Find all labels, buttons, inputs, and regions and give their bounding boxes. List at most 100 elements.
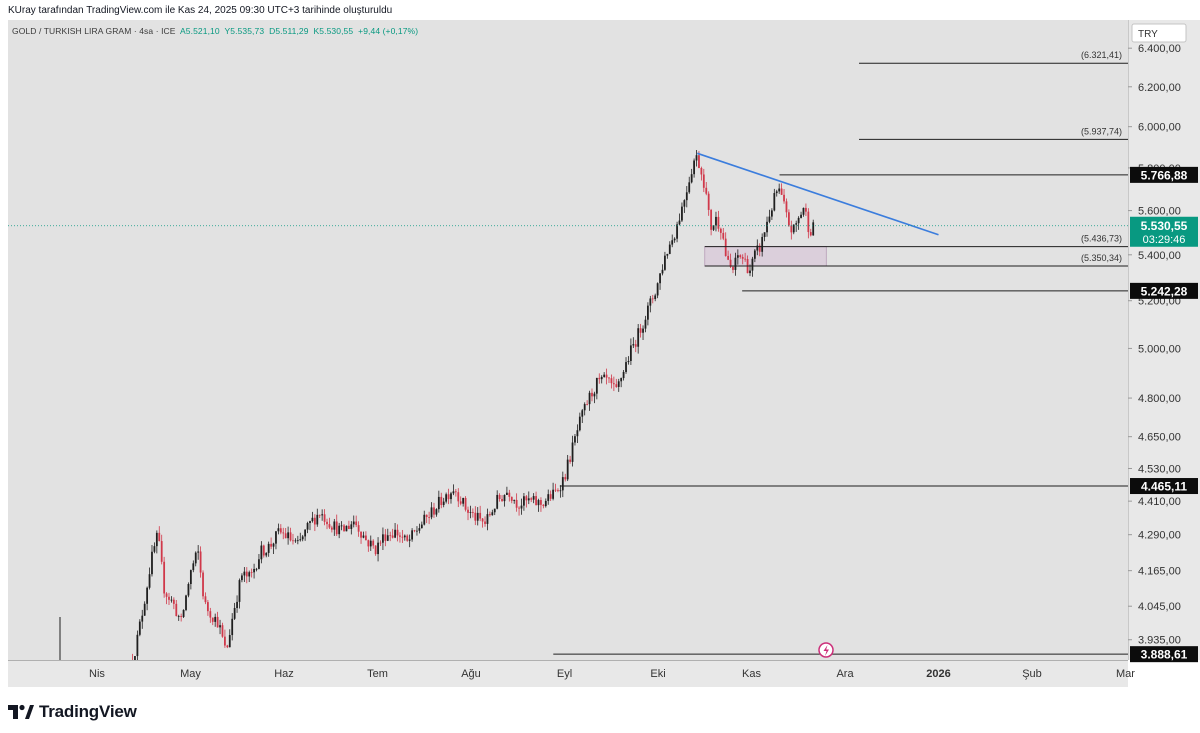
candle-body <box>790 225 793 233</box>
candle-body <box>503 494 506 502</box>
candle-body <box>506 492 508 495</box>
candle-body <box>712 225 715 230</box>
candle-body <box>277 528 280 532</box>
candle-body <box>788 212 790 226</box>
candle-body <box>578 416 581 431</box>
candle-body <box>552 489 554 499</box>
time-axis[interactable] <box>8 660 1128 687</box>
candle-body <box>683 200 686 207</box>
candle-body <box>284 533 287 539</box>
level-badge-label: 3.888,61 <box>1141 648 1188 662</box>
candle-body <box>625 362 627 372</box>
candle-body <box>433 507 435 515</box>
candle-body <box>462 497 465 504</box>
candle-body <box>581 410 584 417</box>
candle-body <box>566 459 569 480</box>
y-tick-label: 4.800,00 <box>1138 393 1181 405</box>
level-badge-bg <box>1130 282 1198 299</box>
candle-body <box>328 524 331 528</box>
candle-body <box>134 656 136 660</box>
candle-body <box>530 498 533 500</box>
candle-body <box>192 563 195 571</box>
legend-open: A5.521,10 <box>180 26 220 36</box>
candle-body <box>773 193 776 211</box>
candle-body <box>724 238 727 256</box>
candle-body <box>279 528 282 533</box>
candle-body <box>211 617 214 622</box>
legend-close: K5.530,55 <box>313 26 354 36</box>
candle-body <box>224 636 226 646</box>
candle-body <box>501 498 503 502</box>
footer-brand: TradingView <box>8 702 137 722</box>
candle-body <box>311 517 314 522</box>
y-tick-label: 4.530,00 <box>1138 463 1181 475</box>
level-badge-label: 5.242,28 <box>1141 284 1188 298</box>
candle-body <box>260 545 263 560</box>
candle-body <box>795 223 798 225</box>
candle-body <box>700 167 703 175</box>
level-badge-label: 4.465,11 <box>1141 480 1187 494</box>
x-tick-label: 2026 <box>926 668 950 680</box>
candle-body <box>751 258 754 271</box>
candle-body <box>532 496 535 500</box>
candle-body <box>518 507 520 509</box>
y-tick-label: 4.650,00 <box>1138 432 1181 444</box>
candles-group <box>132 149 815 660</box>
candle-body <box>739 255 742 258</box>
level-label: (6.321,41) <box>1081 50 1122 60</box>
candle-body <box>586 404 589 405</box>
x-tick-label: Eki <box>650 668 665 680</box>
legend-low: D5.511,29 <box>269 26 309 36</box>
price-axis[interactable] <box>1128 20 1200 660</box>
candle-body <box>651 298 654 300</box>
candle-body <box>379 542 382 544</box>
candle-body <box>182 609 185 617</box>
candle-body <box>138 621 141 635</box>
candle-body <box>355 521 358 526</box>
x-tick-label: Haz <box>274 668 294 680</box>
descending-trendline <box>697 152 939 236</box>
candle-body <box>360 531 362 538</box>
candle-body <box>384 534 387 541</box>
candle-body <box>296 540 299 542</box>
candle-body <box>756 245 759 251</box>
x-tick-label: Şub <box>1022 668 1042 680</box>
candle-body <box>491 512 494 516</box>
candle-body <box>678 220 681 225</box>
candle-body <box>549 494 552 499</box>
candle-body <box>593 393 596 397</box>
candle-body <box>481 518 484 522</box>
candle-body <box>681 206 683 221</box>
candle-body <box>571 442 574 462</box>
candle-body <box>659 273 661 284</box>
chart-plot-area[interactable] <box>8 20 1128 660</box>
candle-body <box>362 535 365 538</box>
candle-body <box>693 160 695 175</box>
candle-body <box>335 521 338 535</box>
x-tick-label: Ağu <box>461 668 481 680</box>
candle-body <box>231 618 234 636</box>
level-badge-label: 5.766,88 <box>1141 168 1188 182</box>
candle-body <box>180 616 183 617</box>
candle-body <box>445 494 448 502</box>
candle-body <box>588 392 591 405</box>
candle-body <box>411 530 413 540</box>
candle-body <box>603 374 606 377</box>
candle-body <box>386 535 389 541</box>
candle-body <box>187 584 190 596</box>
candle-body <box>807 211 810 233</box>
candle-body <box>221 625 224 637</box>
candle-body <box>347 525 350 529</box>
candle-body <box>136 634 139 657</box>
candle-body <box>734 257 737 270</box>
candle-body <box>394 529 396 538</box>
candle-body <box>605 374 608 378</box>
candle-body <box>515 499 518 508</box>
candle-body <box>637 328 640 347</box>
candle-body <box>761 236 764 252</box>
candle-body <box>275 531 277 544</box>
currency-label: TRY <box>1138 29 1158 40</box>
event-bolt-icon[interactable] <box>818 642 834 658</box>
candle-body <box>471 512 474 513</box>
level-label: (5.937,74) <box>1081 126 1122 136</box>
